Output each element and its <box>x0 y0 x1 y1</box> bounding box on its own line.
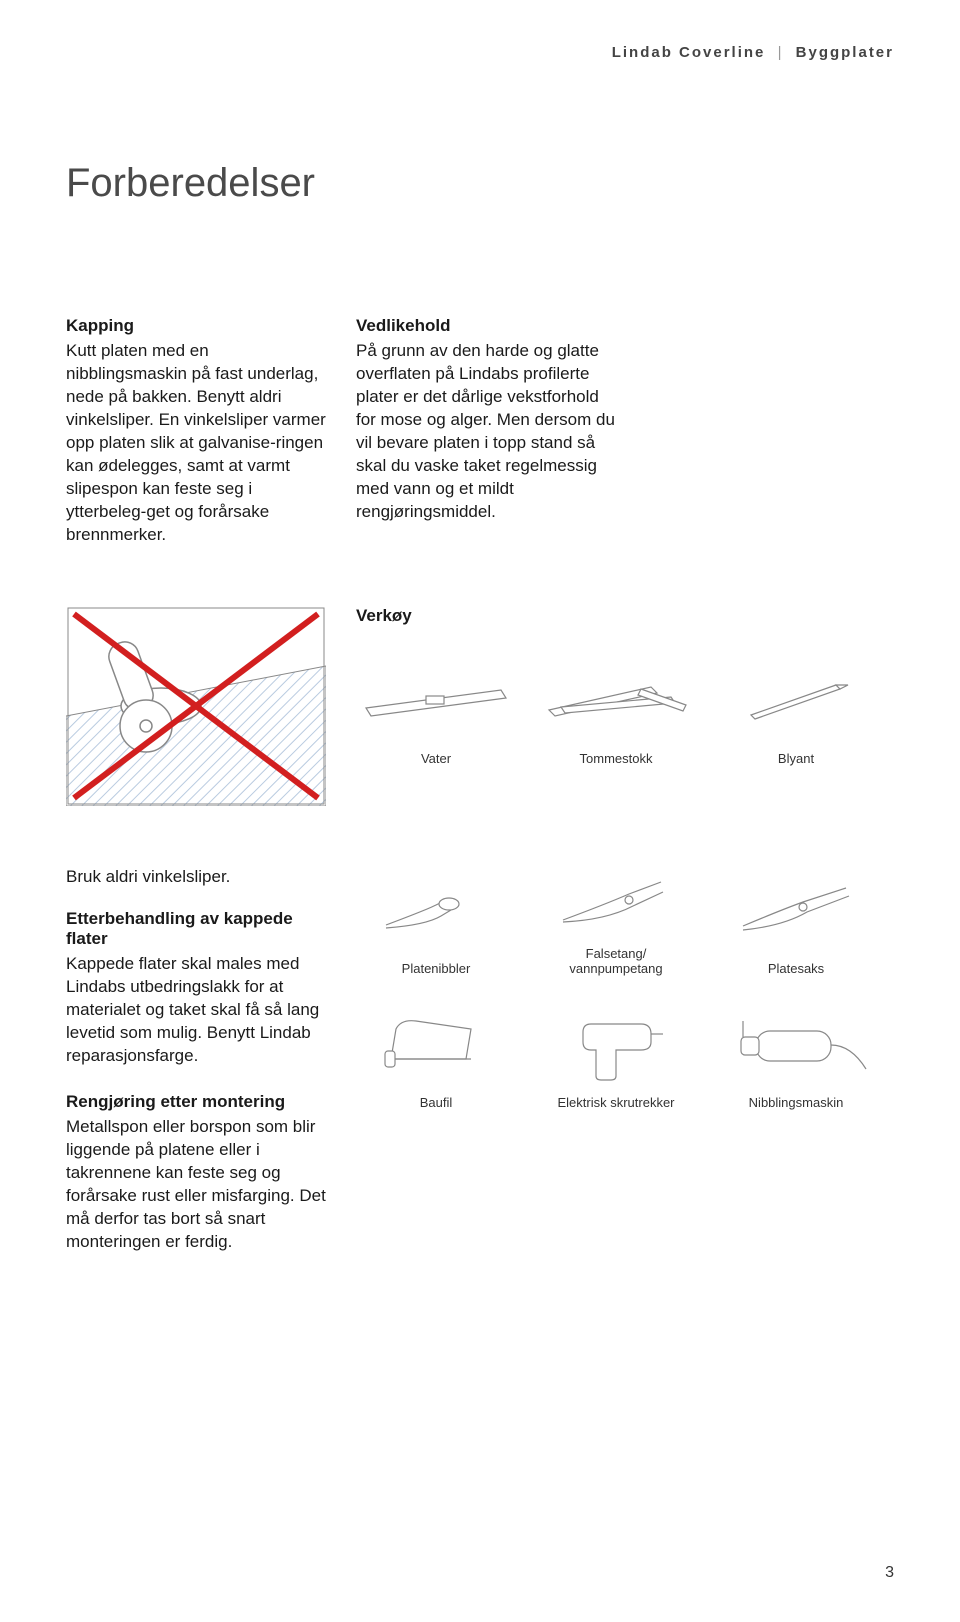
page-title: Forberedelser <box>66 161 894 206</box>
platesaks-label: Platesaks <box>768 961 824 976</box>
header-separator: | <box>778 44 784 61</box>
etterbehandling-text: Kappede flater skal males med Lindabs ut… <box>66 953 326 1068</box>
tools-row-1: Vater Tommestokk <box>356 656 894 766</box>
etterbehandling-heading: Etterbehandling av kappede flater <box>66 909 326 949</box>
tool-skrutrekker: Elektrisk skrutrekker <box>536 1000 696 1110</box>
header-brand: Lindab Coverline <box>612 44 766 61</box>
tool-platenibbler: Platenibbler <box>356 866 516 976</box>
kapping-column: Kapping Kutt platen med en nibblingsmask… <box>66 316 326 546</box>
lower-tools-column: Platenibbler Falsetang/ vannpumpetang <box>356 866 894 1110</box>
nibbler-pliers-icon <box>356 866 516 953</box>
tommestokk-label: Tommestokk <box>580 751 653 766</box>
vater-label: Vater <box>421 751 451 766</box>
verkoy-heading: Verkøy <box>356 606 894 626</box>
blyant-label: Blyant <box>778 751 814 766</box>
nibbling-machine-icon <box>716 1000 876 1087</box>
tools-row-2: Platenibbler Falsetang/ vannpumpetang <box>356 866 894 976</box>
rengjoring-heading: Rengjøring etter montering <box>66 1092 326 1112</box>
platenibbler-label: Platenibbler <box>402 961 471 976</box>
vedlikehold-column: Vedlikehold På grunn av den harde og gla… <box>356 316 616 546</box>
nibblingsmaskin-label: Nibblingsmaskin <box>749 1095 844 1110</box>
vedlikehold-text: På grunn av den harde og glatte overflat… <box>356 340 616 524</box>
page-number: 3 <box>885 1564 894 1582</box>
tool-nibblingsmaskin: Nibblingsmaskin <box>716 1000 876 1110</box>
falsetang-label: Falsetang/ vannpumpetang <box>569 946 662 976</box>
tool-platesaks: Platesaks <box>716 866 876 976</box>
header-product: Byggplater <box>796 44 894 61</box>
kapping-text: Kutt platen med en nibblingsmaskin på fa… <box>66 340 326 546</box>
level-icon <box>356 656 516 743</box>
lower-section: Bruk aldri vinkelsliper. Etterbehandling… <box>66 866 894 1253</box>
tool-blyant: Blyant <box>716 656 876 766</box>
verkoy-tools: Verkøy Vater <box>356 606 894 766</box>
kapping-heading: Kapping <box>66 316 326 336</box>
page-header: Lindab Coverline | Byggplater <box>66 44 894 61</box>
skrutrekker-label: Elektrisk skrutrekker <box>557 1095 674 1110</box>
no-grinder-illustration <box>66 606 326 806</box>
tool-tommestokk: Tommestokk <box>536 656 696 766</box>
vedlikehold-heading: Vedlikehold <box>356 316 616 336</box>
tool-baufil: Baufil <box>356 1000 516 1110</box>
electric-screwdriver-icon <box>536 1000 696 1087</box>
lower-text-column: Bruk aldri vinkelsliper. Etterbehandling… <box>66 866 326 1253</box>
folding-rule-icon <box>536 656 696 743</box>
hacksaw-icon <box>356 1000 516 1087</box>
pencil-icon <box>716 656 876 743</box>
prohibit-cell <box>66 606 326 806</box>
rengjoring-text: Metallspon eller borspon som blir liggen… <box>66 1116 326 1254</box>
baufil-label: Baufil <box>420 1095 453 1110</box>
tool-vater: Vater <box>356 656 516 766</box>
tool-falsetang: Falsetang/ vannpumpetang <box>536 866 696 976</box>
verkoy-section: Verkøy Vater <box>66 606 894 806</box>
intro-columns: Kapping Kutt platen med en nibblingsmask… <box>66 316 894 546</box>
no-grinder-caption: Bruk aldri vinkelsliper. <box>66 866 326 889</box>
spacer-column <box>646 316 906 546</box>
tin-snips-icon <box>716 866 876 953</box>
seaming-pliers-icon <box>536 866 696 938</box>
tools-row-3: Baufil Elektrisk skrutrekker <box>356 1000 894 1110</box>
